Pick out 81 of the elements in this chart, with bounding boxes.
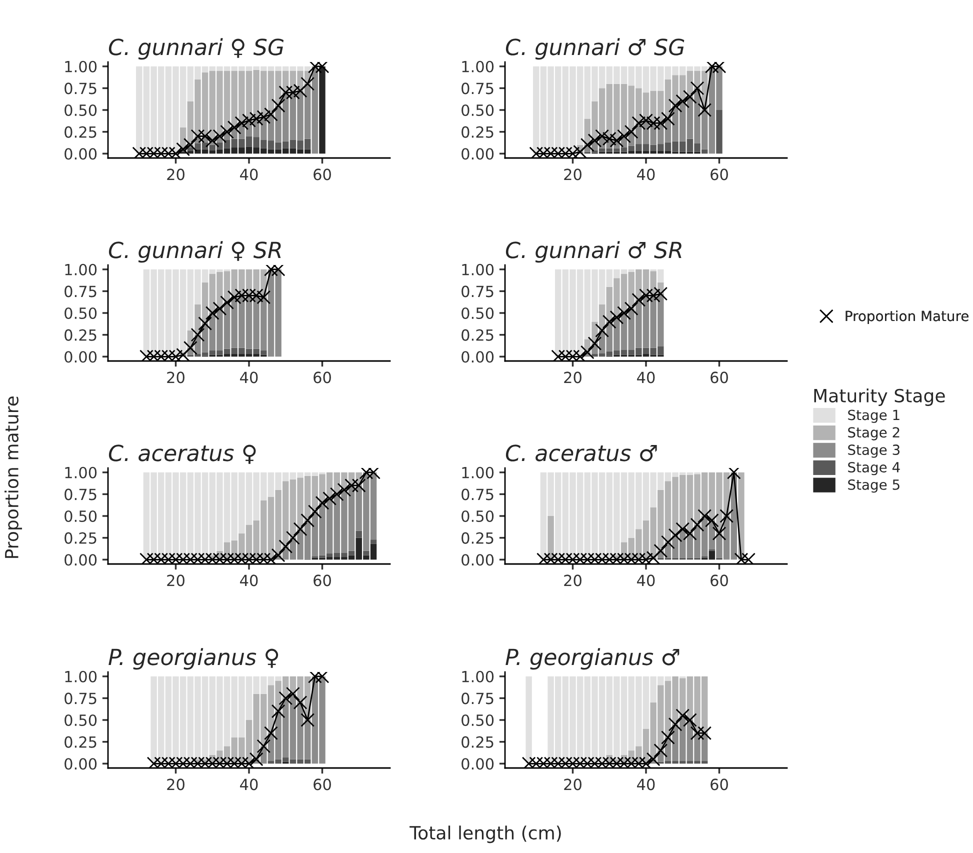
y-tick-label: 0.75 [462, 488, 494, 500]
legend-label: Stage 2 [848, 427, 900, 440]
y-tick-label: 1.00 [462, 466, 494, 478]
legend-label: Stage 1 [848, 410, 900, 423]
chart-title: P. georgianus ♂ [506, 648, 680, 670]
y-tick-label: 0.25 [462, 736, 494, 748]
y-tick-label: 0.00 [462, 148, 494, 160]
y-tick-label: 1.00 [462, 60, 494, 72]
y-tick-label: 0.00 [64, 351, 97, 363]
chart-title: C. aceratus ♂ [506, 444, 657, 462]
y-tick-label: 0.00 [64, 148, 97, 160]
x-tick-label: 40 [637, 574, 655, 586]
x-tick-label: 60 [710, 372, 728, 384]
y-tick-label: 0.25 [64, 532, 96, 544]
y-tick-label: 0.75 [64, 488, 96, 500]
y-tick-label: 0.00 [64, 758, 97, 770]
y-tick-label: 0.75 [462, 82, 494, 94]
y-tick-label: 0.75 [64, 692, 96, 704]
y-tick-label: 1.00 [65, 264, 97, 276]
y-tick-label: 0.00 [462, 554, 494, 566]
y-tick-label: 0.50 [64, 307, 97, 320]
y-tick-label: 0.50 [64, 714, 97, 726]
chart-title: C. gunnari ♀ SR [108, 241, 281, 263]
chart-title: C. aceratus ♀ [108, 444, 256, 464]
x-tick-label: 60 [710, 168, 728, 180]
x-tick-label: 20 [564, 168, 582, 180]
y-tick-label: 0.25 [462, 329, 494, 341]
y-tick-label: 0.75 [64, 82, 96, 94]
y-tick-label: 1.00 [65, 60, 97, 72]
legend-label: Stage 3 [848, 444, 900, 458]
x-tick-label: 60 [314, 778, 331, 790]
y-tick-label: 0.75 [462, 286, 494, 298]
x-tick-label: 20 [167, 372, 184, 384]
legend-title: Maturity Stage [814, 388, 945, 406]
x-tick-label: 40 [637, 168, 655, 180]
y-tick-label: 0.00 [64, 554, 97, 566]
x-tick-label: 40 [240, 372, 258, 384]
x-tick-label: 60 [710, 574, 728, 586]
x-tick-label: 40 [637, 372, 655, 384]
y-tick-label: 1.00 [65, 466, 97, 478]
x-tick-label: 20 [167, 778, 184, 790]
y-tick-label: 1.00 [65, 670, 97, 682]
y-tick-label: 0.25 [64, 126, 96, 138]
y-tick-label: 0.50 [462, 307, 494, 320]
y-tick-label: 0.50 [462, 510, 494, 522]
y-tick-label: 0.00 [462, 758, 494, 770]
y-tick-label: 1.00 [462, 670, 494, 682]
x-tick-label: 20 [167, 574, 184, 586]
x-tick-label: 60 [314, 372, 331, 384]
y-tick-label: 0.75 [462, 692, 494, 704]
y-tick-label: 0.50 [462, 714, 494, 726]
y-tick-label: 0.00 [462, 351, 494, 363]
y-tick-label: 0.75 [64, 286, 96, 298]
x-axis-title: Total length (cm) [410, 826, 561, 844]
x-tick-label: 40 [637, 778, 655, 790]
y-tick-label: 1.00 [462, 264, 494, 276]
x-tick-label: 40 [240, 168, 258, 180]
y-tick-label: 0.50 [64, 510, 97, 522]
y-axis-title: Proportion mature [4, 396, 22, 558]
legend-label: Stage 4 [848, 462, 900, 476]
chart-title: C. gunnari ♂ SG [506, 38, 684, 60]
y-tick-label: 0.50 [462, 104, 494, 116]
legend-label: Stage 5 [848, 479, 900, 493]
x-tick-label: 20 [564, 778, 582, 790]
y-tick-label: 0.25 [64, 329, 96, 341]
chart-title: C. gunnari ♀ SG [108, 38, 284, 60]
x-tick-label: 60 [314, 574, 331, 586]
chart-title: C. gunnari ♂ SR [506, 241, 682, 263]
x-tick-label: 20 [564, 574, 582, 586]
x-tick-label: 40 [240, 574, 258, 586]
x-tick-label: 60 [710, 778, 728, 790]
x-tick-label: 60 [314, 168, 331, 180]
x-tick-label: 20 [564, 372, 582, 384]
y-tick-label: 0.25 [462, 126, 494, 138]
y-tick-label: 0.25 [64, 736, 96, 748]
y-tick-label: 0.25 [462, 532, 494, 544]
x-tick-label: 40 [240, 778, 258, 790]
chart-title: P. georgianus ♀ [108, 648, 278, 670]
legend-label: Proportion Mature [846, 310, 968, 324]
y-tick-label: 0.50 [64, 104, 97, 116]
x-tick-label: 20 [167, 168, 184, 180]
